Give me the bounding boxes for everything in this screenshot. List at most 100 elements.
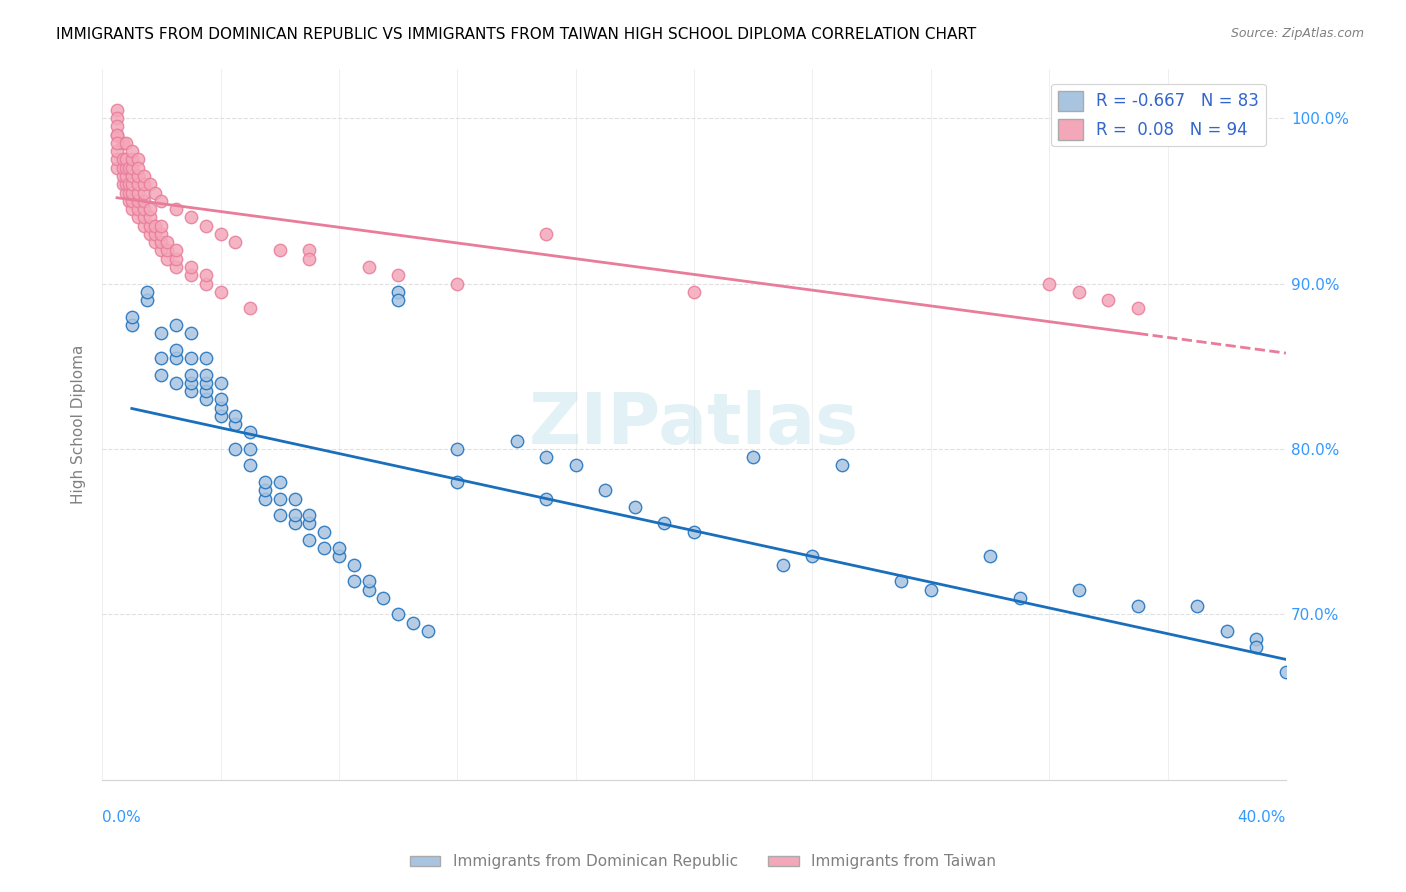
Point [387, 607, 409, 622]
Point [121, 153, 143, 167]
Text: IMMIGRANTS FROM DOMINICAN REPUBLIC VS IMMIGRANTS FROM TAIWAN HIGH SCHOOL DIPLOMA: IMMIGRANTS FROM DOMINICAN REPUBLIC VS IM… [56, 27, 977, 42]
Point [446, 442, 468, 456]
Point [314, 541, 336, 556]
Point [145, 219, 167, 233]
Point [127, 169, 149, 183]
Point [127, 178, 149, 192]
Point [180, 351, 202, 365]
Point [284, 491, 307, 506]
Point [111, 161, 134, 175]
Point [132, 194, 155, 208]
Point [772, 558, 794, 572]
Point [446, 475, 468, 489]
Point [194, 384, 217, 398]
Point [127, 153, 149, 167]
Point [111, 153, 134, 167]
Point [1067, 285, 1090, 299]
Point [150, 219, 173, 233]
Point [111, 169, 134, 183]
Point [121, 178, 143, 192]
Point [298, 508, 321, 522]
Point [269, 244, 291, 258]
Point [105, 153, 128, 167]
Point [115, 161, 138, 175]
Point [534, 491, 557, 506]
Point [132, 178, 155, 192]
Point [118, 178, 141, 192]
Point [253, 491, 276, 506]
Point [105, 145, 128, 159]
Point [387, 293, 409, 307]
Point [118, 186, 141, 200]
Point [105, 103, 128, 117]
Point [165, 260, 187, 274]
Point [165, 252, 187, 266]
Point [239, 442, 262, 456]
Point [387, 285, 409, 299]
Point [269, 508, 291, 522]
Point [534, 227, 557, 241]
Point [132, 202, 155, 216]
Point [1126, 599, 1149, 613]
Point [624, 500, 647, 514]
Point [121, 145, 143, 159]
Point [180, 260, 202, 274]
Point [298, 252, 321, 266]
Point [121, 318, 143, 332]
Point [132, 169, 155, 183]
Point [357, 582, 380, 597]
Point [115, 136, 138, 150]
Point [194, 277, 217, 291]
Point [298, 516, 321, 531]
Point [831, 458, 853, 473]
Point [121, 310, 143, 324]
Point [105, 128, 128, 142]
Point [138, 219, 160, 233]
Point [534, 450, 557, 465]
Text: 40.0%: 40.0% [1237, 810, 1286, 824]
Point [165, 376, 187, 390]
Point [224, 442, 246, 456]
Point [194, 268, 217, 283]
Point [165, 244, 187, 258]
Point [505, 434, 527, 448]
Point [209, 392, 232, 407]
Legend: R = -0.667   N = 83, R =  0.08   N = 94: R = -0.667 N = 83, R = 0.08 N = 94 [1052, 84, 1265, 146]
Point [132, 211, 155, 225]
Point [156, 235, 179, 250]
Point [111, 136, 134, 150]
Point [118, 161, 141, 175]
Point [156, 244, 179, 258]
Text: 0.0%: 0.0% [103, 810, 141, 824]
Point [1097, 293, 1119, 307]
Point [105, 120, 128, 134]
Point [105, 136, 128, 150]
Point [209, 285, 232, 299]
Point [328, 549, 350, 564]
Point [127, 186, 149, 200]
Point [683, 524, 706, 539]
Point [239, 458, 262, 473]
Point [224, 235, 246, 250]
Point [150, 351, 173, 365]
Point [150, 194, 173, 208]
Point [194, 376, 217, 390]
Point [115, 169, 138, 183]
Point [118, 194, 141, 208]
Point [165, 343, 187, 357]
Point [683, 285, 706, 299]
Text: Source: ZipAtlas.com: Source: ZipAtlas.com [1230, 27, 1364, 40]
Point [595, 483, 617, 498]
Point [209, 376, 232, 390]
Point [194, 219, 217, 233]
Point [209, 409, 232, 423]
Point [132, 186, 155, 200]
Point [127, 202, 149, 216]
Point [115, 186, 138, 200]
Point [150, 368, 173, 382]
Point [180, 211, 202, 225]
Point [115, 153, 138, 167]
Point [121, 169, 143, 183]
Point [402, 615, 425, 630]
Point [194, 368, 217, 382]
